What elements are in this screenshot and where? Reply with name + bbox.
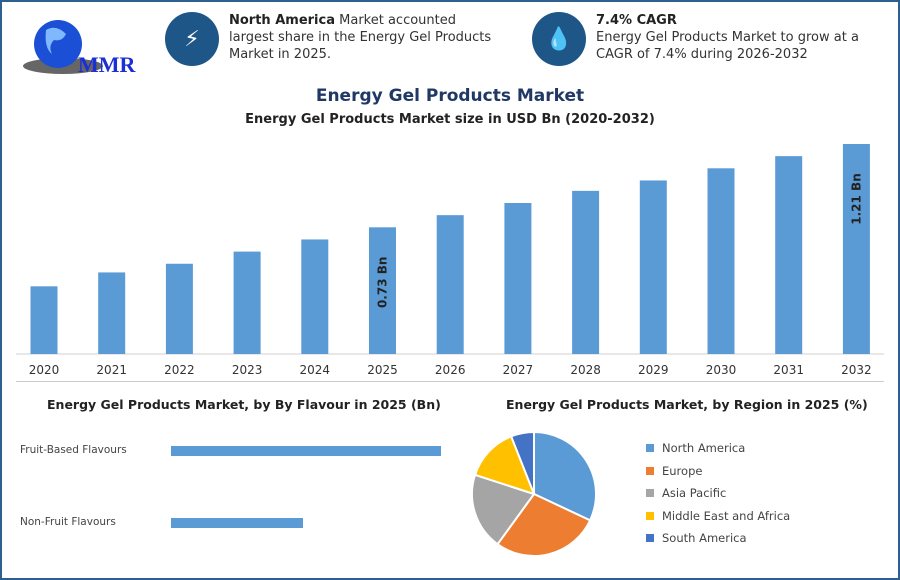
region-chart-title: Energy Gel Products Market, by Region in…	[506, 397, 868, 412]
x-tick-2020: 2020	[29, 363, 60, 377]
info-cagr: 💧 7.4% CAGR Energy Gel Products Market to…	[532, 12, 892, 66]
legend-item: South America	[646, 531, 747, 545]
bar-2022	[165, 263, 193, 354]
x-tick-2027: 2027	[503, 363, 534, 377]
legend-item: Middle East and Africa	[646, 509, 790, 523]
divider	[16, 381, 884, 382]
legend-swatch	[646, 489, 654, 497]
x-tick-2021: 2021	[96, 363, 127, 377]
pie-slice-south-america	[509, 430, 535, 495]
flavour-bar	[171, 518, 304, 528]
bar-2020	[30, 286, 58, 354]
chart-subtitle: Energy Gel Products Market size in USD B…	[245, 112, 655, 127]
info-north-america: ⚡ North America Market accounted largest…	[165, 12, 495, 66]
legend-swatch	[646, 444, 654, 452]
legend-swatch	[646, 534, 654, 542]
bar-2032	[842, 144, 870, 354]
data-label-2025: 0.73 Bn	[376, 257, 390, 308]
mmr-logo: MMR	[23, 20, 137, 77]
legend-label: Asia Pacific	[662, 486, 727, 500]
legend-item: North America	[646, 441, 745, 455]
flavour-label: Non-Fruit Flavours	[20, 516, 116, 528]
x-tick-2029: 2029	[638, 363, 669, 377]
main-bar-chart: 2020 2021 2022 2023 2024 2025 0.73 Bn 2026 2027 2…	[16, 144, 884, 377]
legend-label: Europe	[662, 463, 703, 478]
pie-slice-europe	[496, 492, 592, 557]
flame-drop-icon: 💧	[532, 12, 586, 66]
bar-2027	[504, 203, 532, 354]
legend-item: Asia Pacific	[646, 486, 726, 500]
bar-2021	[98, 272, 126, 354]
region-pie-chart	[471, 430, 597, 557]
legend-label: South America	[662, 531, 747, 545]
x-tick-2031: 2031	[773, 363, 804, 377]
bar-2030	[707, 168, 735, 354]
x-tick-2032: 2032	[841, 363, 872, 377]
pie-slice-north-america	[533, 430, 597, 522]
legend-label: Middle East and Africa	[662, 508, 791, 523]
x-tick-2025: 2025	[367, 363, 398, 377]
bar-2024	[301, 239, 329, 354]
svg-text:MMR: MMR	[78, 52, 137, 77]
flavour-bar	[171, 446, 441, 456]
x-tick-2026: 2026	[435, 363, 466, 377]
legend-item: Europe	[646, 464, 702, 478]
pie-slice-asia-pacific	[471, 473, 536, 546]
flavour-label: Fruit-Based Flavours	[20, 444, 127, 456]
data-label-2032: 1.21 Bn	[849, 173, 863, 224]
lightning-icon: ⚡	[165, 12, 219, 66]
x-tick-2030: 2030	[706, 363, 737, 377]
legend-swatch	[646, 511, 654, 520]
flavour-chart-title: Energy Gel Products Market, by By Flavou…	[47, 397, 441, 412]
bar-2031	[775, 156, 803, 354]
x-tick-2023: 2023	[232, 363, 263, 377]
legend-swatch	[646, 466, 654, 475]
bar-2028	[572, 190, 600, 354]
bar-2029	[639, 180, 667, 354]
bar-2025	[369, 227, 396, 354]
legend-label: North America	[662, 441, 746, 455]
x-tick-2024: 2024	[300, 363, 331, 377]
chart-title: Energy Gel Products Market	[315, 86, 585, 106]
x-tick-2028: 2028	[570, 363, 601, 377]
bar-2026	[436, 215, 464, 354]
pie-slice-middle-east-and-africa	[473, 435, 536, 496]
x-tick-2022: 2022	[164, 363, 195, 377]
bar-2023	[233, 251, 261, 354]
